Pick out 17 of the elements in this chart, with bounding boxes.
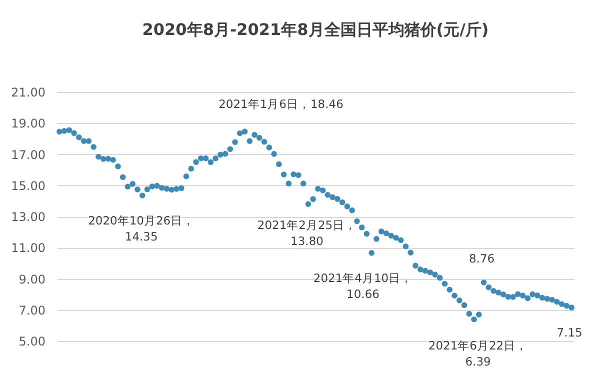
y-tick-label: 19.00 (11, 116, 46, 131)
y-tick-label: 13.00 (11, 210, 46, 224)
y-tick-label: 7.00 (18, 303, 46, 318)
y-tick-label: 9.00 (18, 272, 46, 286)
annotation: 8.76 (468, 251, 495, 266)
annotation: 2021年4月10日， 10.66 (313, 271, 413, 301)
annotation: 2021年6月22日， 6.39 (428, 338, 528, 368)
y-tick-label: 5.00 (18, 334, 46, 348)
annotation: 2021年2月25日， 13.80 (257, 218, 357, 248)
annotation: 7.15 (556, 326, 582, 340)
y-tick-label: 11.00 (11, 241, 46, 256)
annotation: 2021年1月6日，18.46 (218, 97, 344, 111)
y-tick-label: 17.00 (11, 148, 46, 162)
y-tick-label: 21.00 (11, 86, 46, 100)
y-tick-label: 15.00 (11, 178, 46, 193)
chart-title: 2020年8月-2021年8月全国日平均猪价(元/斤) (142, 20, 489, 39)
annotation: 2020年10月26日， 14.35 (88, 213, 195, 244)
